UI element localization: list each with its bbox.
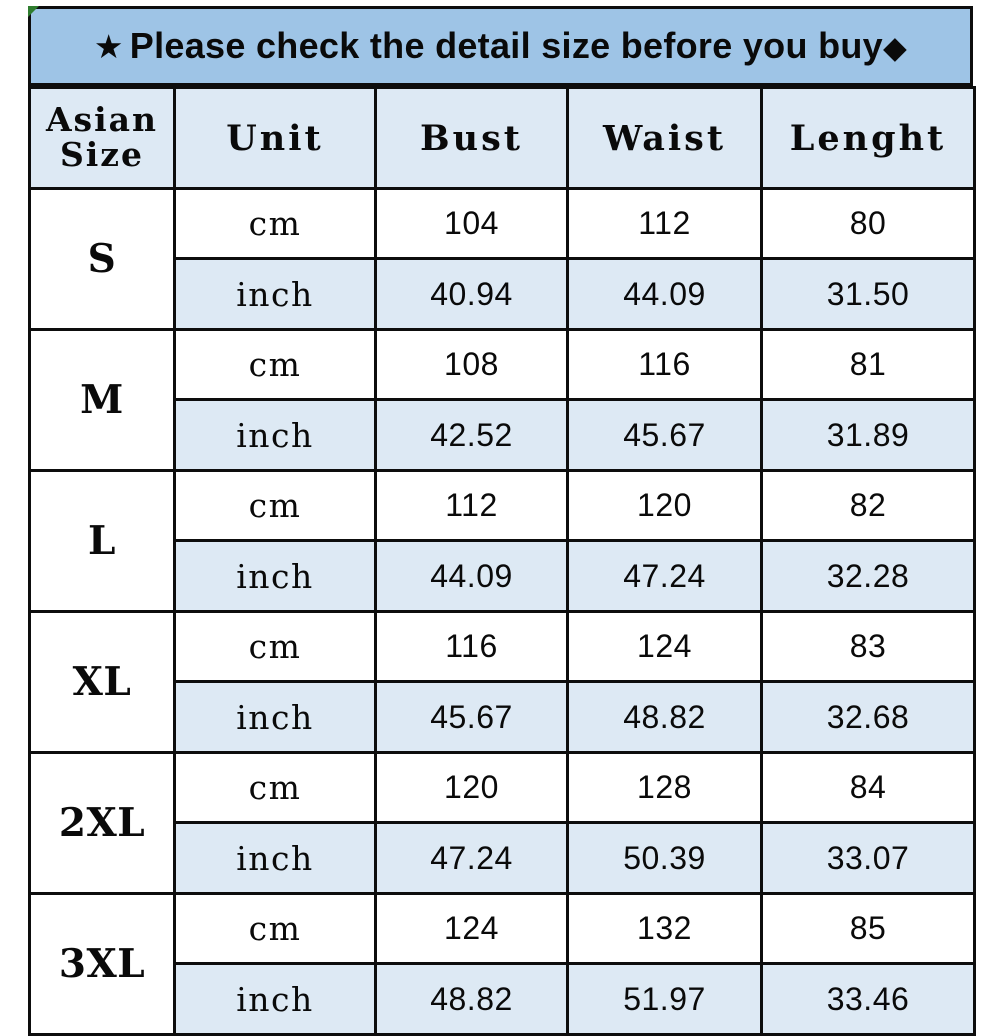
cell-length-inch: 31.89 — [760, 398, 976, 472]
column-header-asian-size-line1: Asian — [45, 100, 159, 140]
column-header-length: Lenght — [760, 86, 976, 190]
unit-label-cm: cm — [173, 751, 377, 824]
cell-bust-cm: 116 — [374, 610, 569, 683]
cell-length-cm: 85 — [760, 892, 976, 965]
table-row: inch 44.09 47.24 32.28 — [30, 539, 976, 613]
column-header-asian-size: Asian Size — [28, 86, 176, 190]
cell-bust-cm: 104 — [374, 187, 569, 260]
unit-label-inch: inch — [173, 680, 377, 754]
column-header-unit: Unit — [173, 86, 377, 190]
size-label-l: L — [28, 469, 176, 613]
unit-label-cm: cm — [173, 328, 377, 401]
diamond-icon: ◆ — [882, 30, 908, 65]
corner-flag-marker — [28, 6, 39, 17]
notice-banner: ★ Please check the detail size before you… — [28, 6, 973, 86]
size-label-m: M — [28, 328, 176, 472]
cell-bust-inch: 40.94 — [374, 257, 569, 331]
cell-bust-cm: 120 — [374, 751, 569, 824]
cell-waist-inch: 45.67 — [566, 398, 763, 472]
cell-length-inch: 32.68 — [760, 680, 976, 754]
cell-bust-cm: 124 — [374, 892, 569, 965]
cell-length-cm: 82 — [760, 469, 976, 542]
size-label-s: S — [28, 187, 176, 331]
cell-bust-inch: 48.82 — [374, 962, 569, 1036]
unit-label-cm: cm — [173, 469, 377, 542]
size-chart-page: ★ Please check the detail size before you… — [28, 6, 976, 1036]
cell-length-cm: 80 — [760, 187, 976, 260]
size-label-xl: XL — [28, 610, 176, 754]
cell-length-cm: 84 — [760, 751, 976, 824]
cell-waist-cm: 124 — [566, 610, 763, 683]
table-row: inch 42.52 45.67 31.89 — [30, 398, 976, 472]
unit-label-cm: cm — [173, 892, 377, 965]
column-header-bust: Bust — [374, 86, 569, 190]
cell-bust-cm: 112 — [374, 469, 569, 542]
unit-label-inch: inch — [173, 398, 377, 472]
cell-waist-inch: 44.09 — [566, 257, 763, 331]
size-label-3xl: 3XL — [28, 892, 176, 1036]
cell-waist-inch: 51.97 — [566, 962, 763, 1036]
cell-bust-cm: 108 — [374, 328, 569, 401]
notice-banner-text: ★ Please check the detail size before you… — [94, 28, 907, 64]
cell-length-inch: 33.07 — [760, 821, 976, 895]
size-label-2xl: 2XL — [28, 751, 176, 895]
cell-length-inch: 33.46 — [760, 962, 976, 1036]
unit-label-inch: inch — [173, 821, 377, 895]
unit-label-inch: inch — [173, 962, 377, 1036]
cell-bust-inch: 42.52 — [374, 398, 569, 472]
column-header-waist: Waist — [566, 86, 763, 190]
cell-waist-cm: 128 — [566, 751, 763, 824]
cell-length-inch: 31.50 — [760, 257, 976, 331]
column-header-asian-size-line2: Size — [59, 135, 145, 174]
table-row: 3XL cm 124 132 85 — [28, 892, 976, 1036]
cell-length-cm: 83 — [760, 610, 976, 683]
cell-waist-inch: 47.24 — [566, 539, 763, 613]
cell-waist-cm: 116 — [566, 328, 763, 401]
cell-bust-inch: 44.09 — [374, 539, 569, 613]
cell-waist-inch: 50.39 — [566, 821, 763, 895]
cell-bust-inch: 45.67 — [374, 680, 569, 754]
table-row: inch 47.24 50.39 33.07 — [30, 821, 976, 895]
table-row: inch 45.67 48.82 32.68 — [30, 680, 976, 754]
cell-length-cm: 81 — [760, 328, 976, 401]
cell-length-inch: 32.28 — [760, 539, 976, 613]
unit-label-inch: inch — [173, 539, 377, 613]
table-row: 2XL cm 120 128 84 — [28, 751, 976, 895]
star-icon: ★ — [93, 28, 124, 65]
cell-waist-cm: 112 — [566, 187, 763, 260]
unit-label-cm: cm — [173, 610, 377, 683]
table-header-row: Asian Size Unit Bust Waist Lenght — [28, 86, 976, 190]
cell-bust-inch: 47.24 — [374, 821, 569, 895]
cell-waist-cm: 120 — [566, 469, 763, 542]
unit-label-cm: cm — [173, 187, 377, 260]
unit-label-inch: inch — [173, 257, 377, 331]
table-row: inch 40.94 44.09 31.50 — [30, 257, 976, 331]
notice-banner-label: Please check the detail size before you … — [129, 25, 883, 66]
cell-waist-inch: 48.82 — [566, 680, 763, 754]
table-row: XL cm 116 124 83 — [28, 610, 976, 754]
cell-waist-cm: 132 — [566, 892, 763, 965]
